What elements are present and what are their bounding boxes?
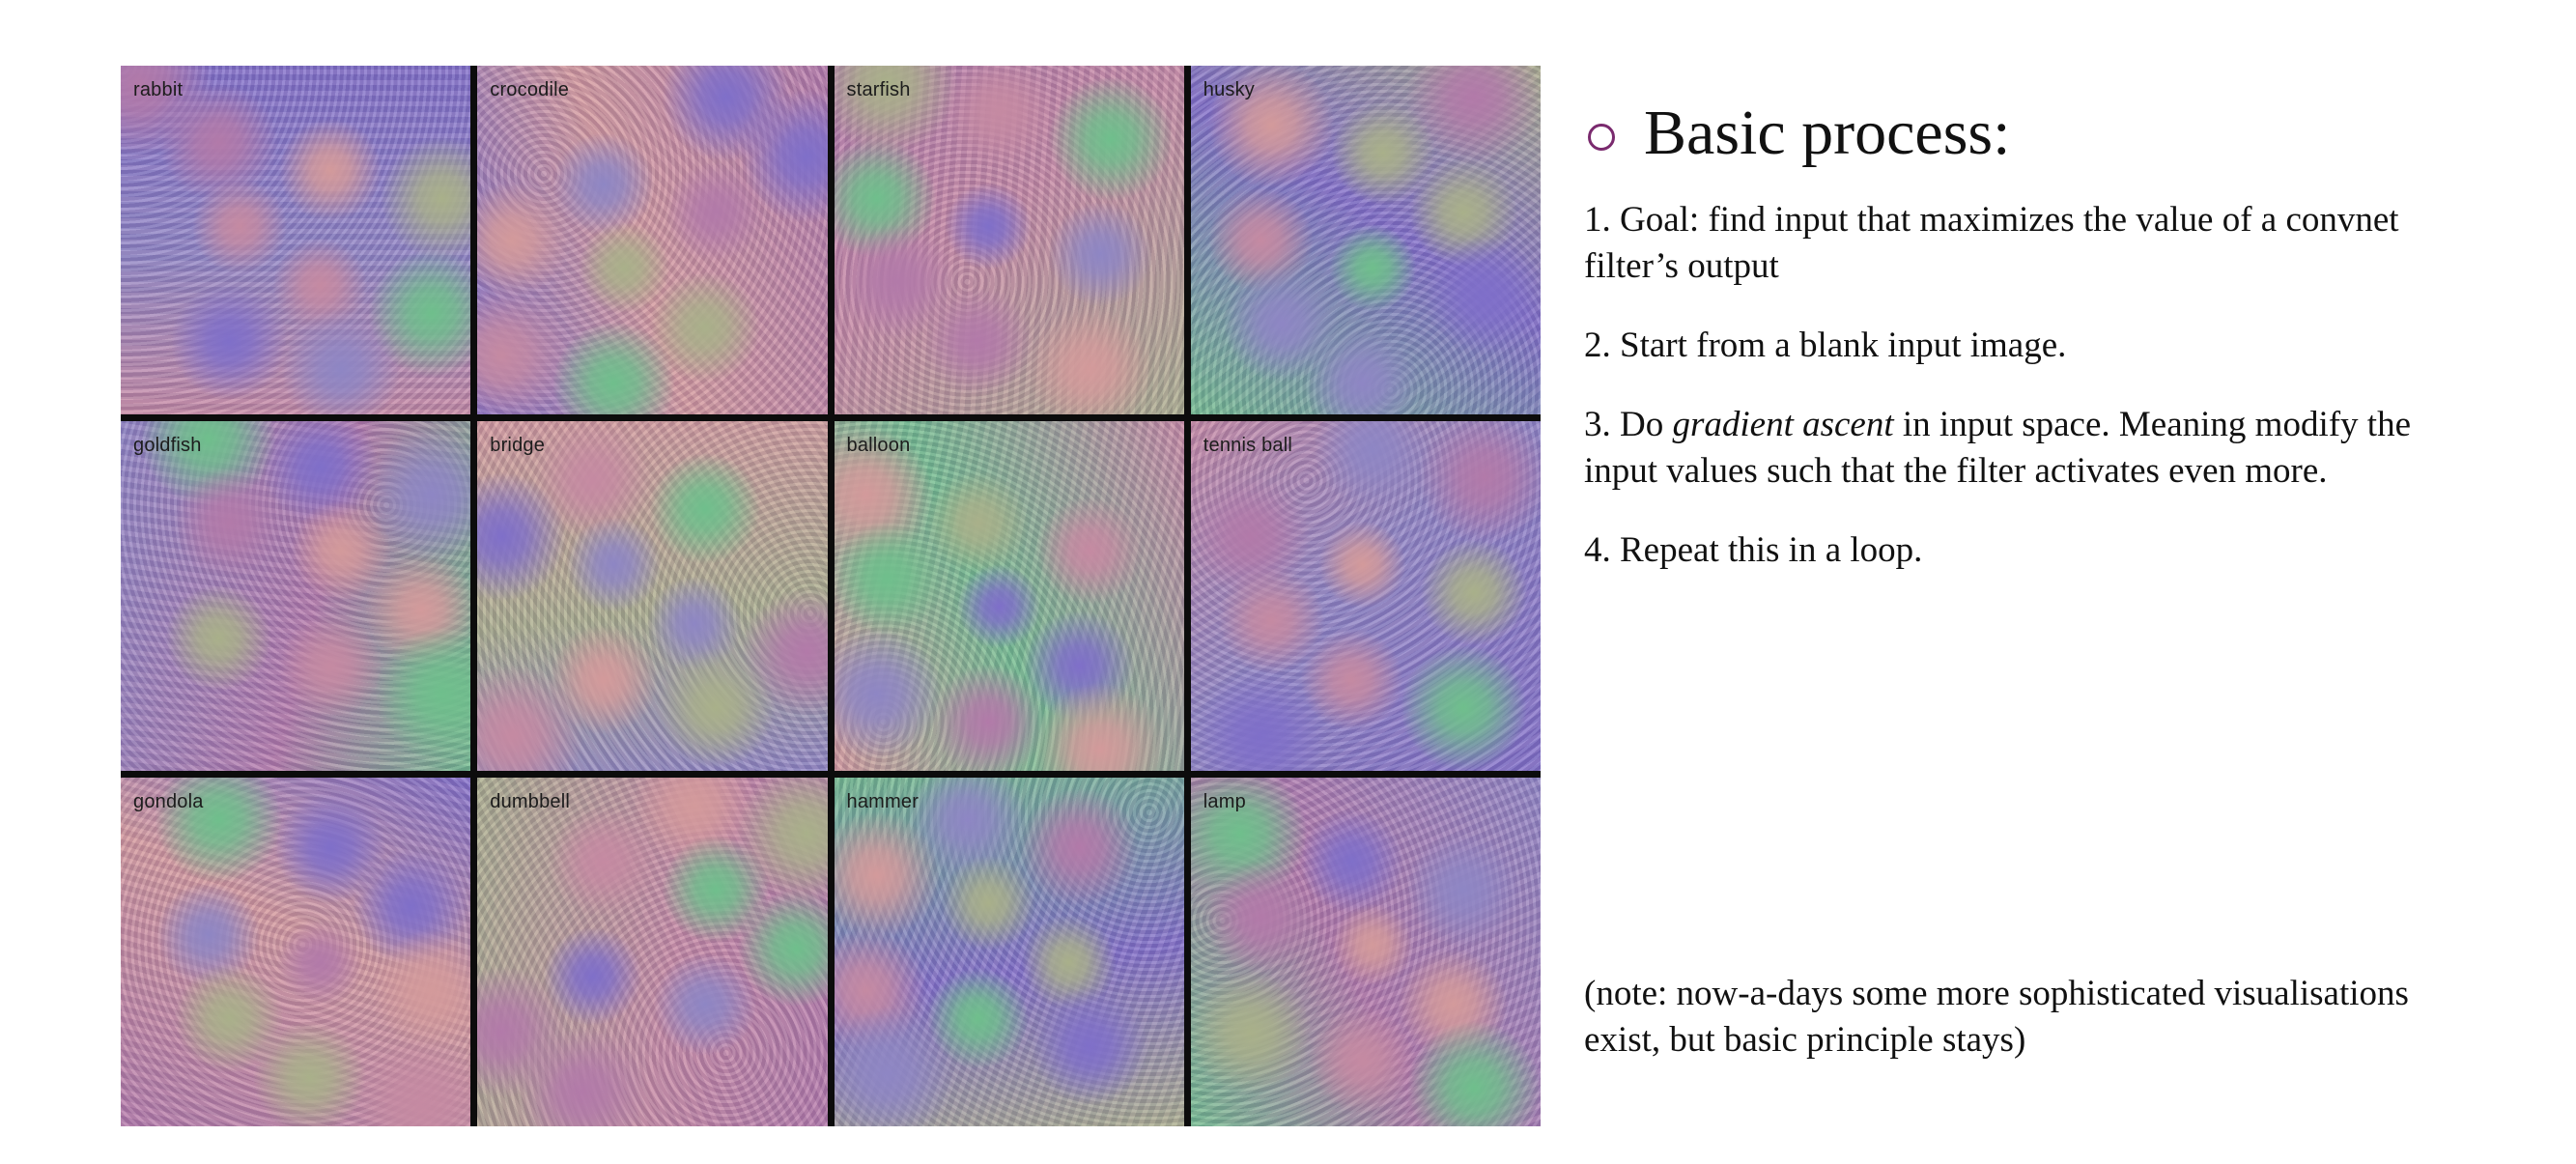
activation-image xyxy=(834,421,1184,771)
grid-tile-crocodile: crocodile xyxy=(477,66,828,415)
grid-tile-lamp: lamp xyxy=(1190,777,1541,1126)
activation-image xyxy=(1190,421,1541,771)
grid-tile-dumbbell: dumbbell xyxy=(477,777,828,1126)
activation-image-grid: rabbit crocodile starfish husky goldfish… xyxy=(121,66,1541,1126)
grid-tile-gondola: gondola xyxy=(121,777,471,1126)
grid-tile-hammer: hammer xyxy=(834,777,1184,1126)
activation-image xyxy=(834,777,1184,1126)
grid-tile-husky: husky xyxy=(1190,66,1541,415)
tile-label: crocodile xyxy=(490,79,570,100)
circle-bullet-icon xyxy=(1588,124,1615,151)
tile-label: rabbit xyxy=(133,79,184,100)
tile-label: bridge xyxy=(490,435,546,457)
step-3: 3. Do gradient ascent in input space. Me… xyxy=(1584,402,2482,495)
tile-label: tennis ball xyxy=(1203,435,1293,457)
step-3-emphasis: gradient ascent xyxy=(1672,405,1894,444)
grid-tile-rabbit: rabbit xyxy=(121,66,471,415)
tile-label: husky xyxy=(1203,79,1255,100)
activation-image xyxy=(834,66,1184,415)
step-3-suffix: in input space. Meaning modify the input… xyxy=(1584,405,2412,491)
grid-tile-bridge: bridge xyxy=(477,421,828,771)
process-panel: Basic process: 1. Goal: find input that … xyxy=(1584,97,2550,607)
activation-image xyxy=(1190,777,1541,1126)
heading-text: Basic process: xyxy=(1644,98,2011,168)
activation-image xyxy=(121,421,471,771)
tile-label: dumbbell xyxy=(490,790,571,812)
tile-label: balloon xyxy=(846,435,911,457)
step-3-prefix: 3. Do xyxy=(1584,405,1673,444)
activation-image xyxy=(1190,66,1541,415)
grid-tile-tennis-ball: tennis ball xyxy=(1190,421,1541,771)
footnote: (note: now-a-days some more sophisticate… xyxy=(1584,974,2409,1060)
grid-tile-balloon: balloon xyxy=(834,421,1184,771)
tile-label: gondola xyxy=(133,790,204,812)
activation-image xyxy=(121,777,471,1126)
step-1: 1. Goal: find input that maximizes the v… xyxy=(1584,200,2399,286)
tile-label: goldfish xyxy=(133,435,202,457)
grid-tile-starfish: starfish xyxy=(834,66,1184,415)
activation-image xyxy=(121,66,471,415)
activation-image xyxy=(477,421,828,771)
tile-label: lamp xyxy=(1203,790,1246,812)
step-4: 4. Repeat this in a loop. xyxy=(1584,530,1923,570)
step-2: 2. Start from a blank input image. xyxy=(1584,326,2067,365)
activation-image xyxy=(477,777,828,1126)
tile-label: starfish xyxy=(846,79,911,100)
activation-image xyxy=(477,66,828,415)
grid-tile-goldfish: goldfish xyxy=(121,421,471,771)
tile-label: hammer xyxy=(846,790,920,812)
process-heading: Basic process: xyxy=(1584,97,2550,170)
